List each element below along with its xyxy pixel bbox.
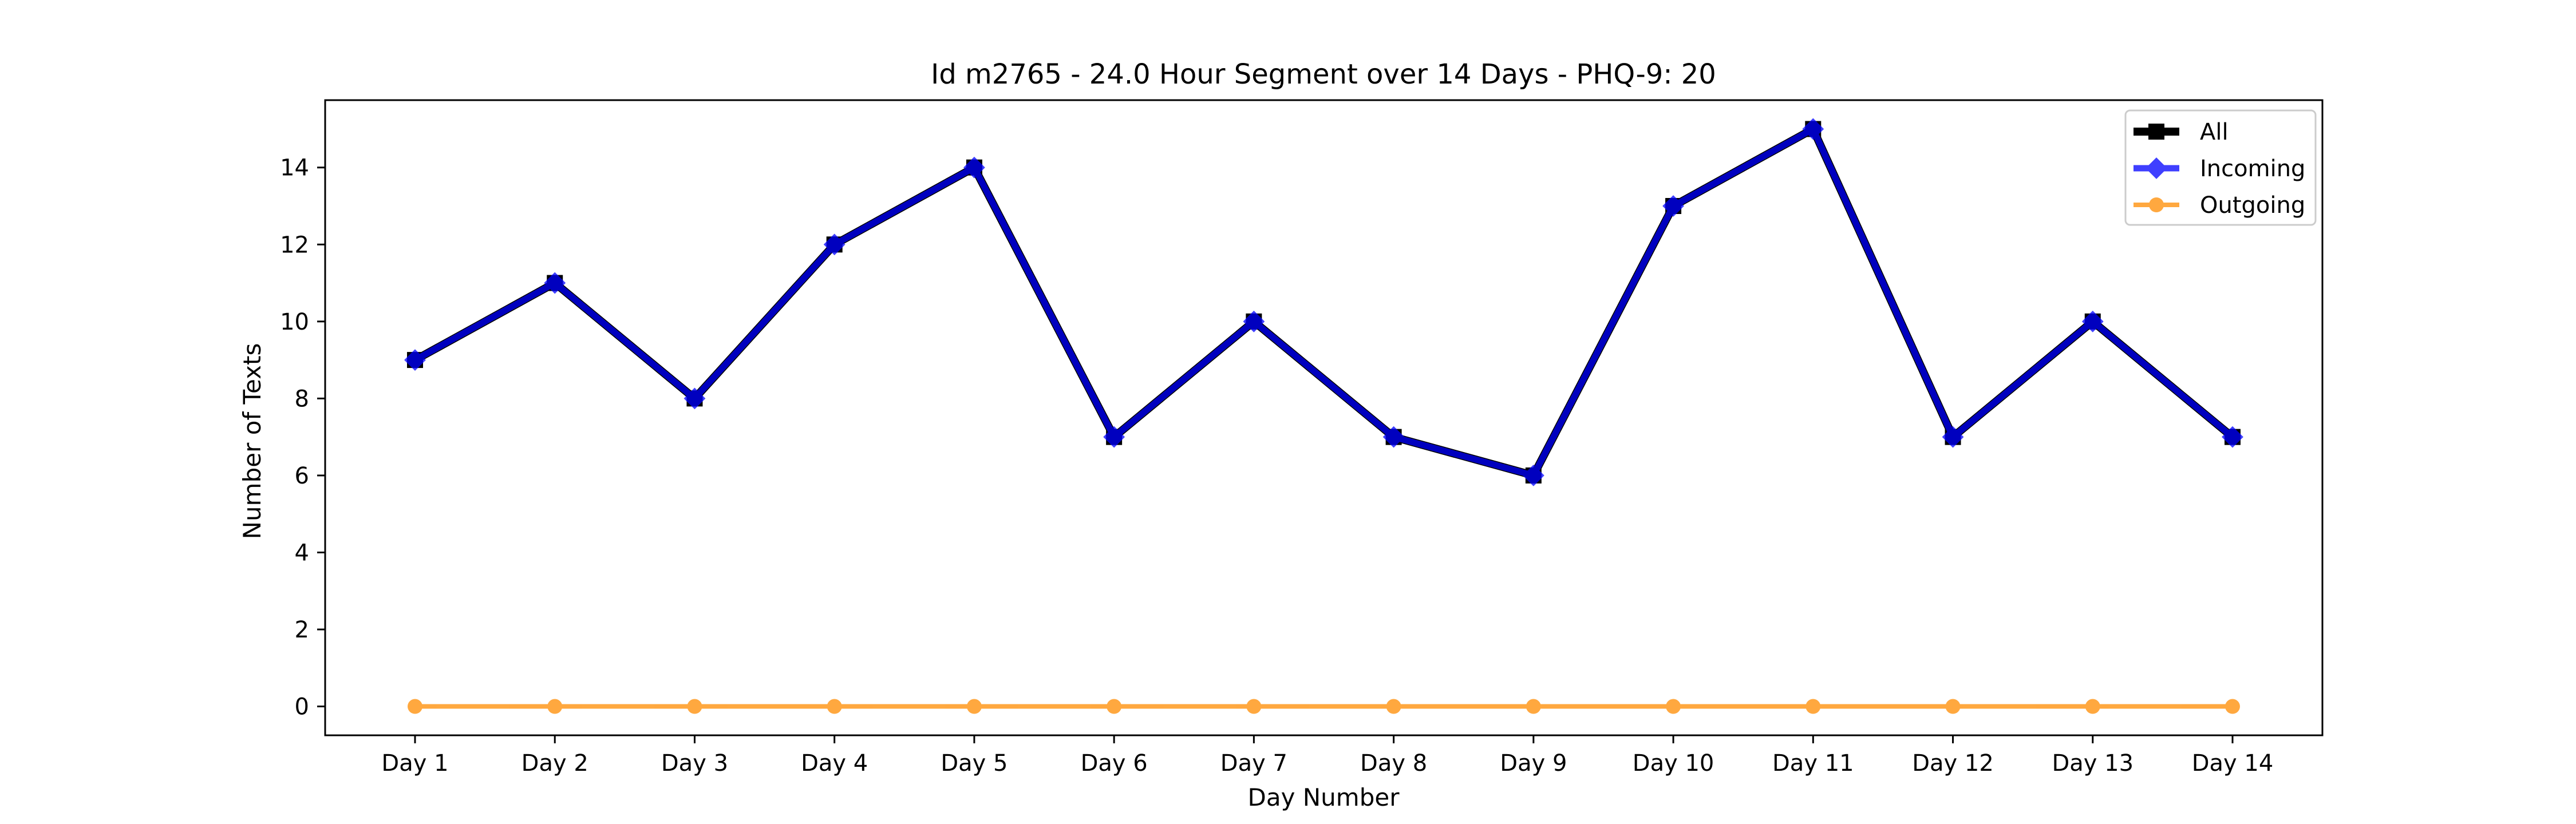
chart-title: Id m2765 - 24.0 Hour Segment over 14 Day… xyxy=(931,58,1716,90)
y-axis-label: Number of Texts xyxy=(238,343,266,540)
data-point-outgoing xyxy=(1246,699,1262,714)
x-axis-label: Day Number xyxy=(1247,783,1400,811)
legend-swatch-marker xyxy=(2149,197,2164,212)
x-tick-label: Day 12 xyxy=(1912,750,1994,777)
legend-label-incoming: Incoming xyxy=(2200,156,2305,182)
data-point-incoming xyxy=(1382,426,1405,448)
series-incoming xyxy=(404,118,2243,486)
y-tick-label: 10 xyxy=(280,309,309,335)
legend-label-all: All xyxy=(2200,119,2229,145)
data-point-incoming xyxy=(823,233,846,256)
legend-entry-all xyxy=(2134,124,2179,140)
data-point-outgoing xyxy=(547,699,563,714)
legend-entry-outgoing xyxy=(2134,197,2179,212)
legend-swatch-marker xyxy=(2146,157,2167,179)
data-point-outgoing xyxy=(1386,699,1401,714)
data-point-outgoing xyxy=(408,699,423,714)
data-point-outgoing xyxy=(2225,699,2240,714)
legend-entry-incoming xyxy=(2134,157,2179,179)
y-tick-label: 4 xyxy=(295,540,309,566)
series-line-all xyxy=(411,125,2237,480)
x-tick-label: Day 1 xyxy=(381,750,448,777)
x-tick-label: Day 2 xyxy=(521,750,588,777)
x-tick-label: Day 7 xyxy=(1220,750,1287,777)
data-point-outgoing xyxy=(1107,699,1122,714)
data-point-outgoing xyxy=(1945,699,1961,714)
y-tick-label: 6 xyxy=(295,463,309,489)
x-tick-label: Day 10 xyxy=(1633,750,1714,777)
data-point-incoming xyxy=(2222,426,2243,448)
data-point-incoming xyxy=(963,156,985,179)
data-point-incoming xyxy=(2081,310,2104,332)
data-point-outgoing xyxy=(827,699,842,714)
series-outgoing xyxy=(408,699,2240,714)
data-point-outgoing xyxy=(2085,699,2100,714)
axes: Day 1 Day 2 Day 3 Day 4 Day 5 Day 6 Day 7 Day 8… xyxy=(280,99,2324,777)
data-point-incoming xyxy=(404,349,426,371)
data-point-outgoing xyxy=(966,699,982,714)
legend: All Incoming Outgoing xyxy=(2124,109,2317,226)
data-point-outgoing xyxy=(1805,699,1821,714)
x-tick-label: Day 13 xyxy=(2052,750,2134,777)
data-point-incoming xyxy=(1802,118,1824,140)
data-point-incoming xyxy=(683,387,706,410)
data-point-incoming xyxy=(1662,195,1684,217)
y-tick-label: 0 xyxy=(295,694,309,720)
data-point-incoming xyxy=(1522,465,1544,486)
x-tick-label: Day 9 xyxy=(1500,750,1567,777)
x-tick-label: Day 8 xyxy=(1360,750,1427,777)
x-tick-label: Day 11 xyxy=(1772,750,1854,777)
data-point-outgoing xyxy=(1526,699,1541,714)
data-point-incoming xyxy=(1103,426,1125,448)
legend-box xyxy=(2124,109,2317,226)
x-tick-label: Day 5 xyxy=(941,750,1008,777)
legend-swatch-marker xyxy=(2148,124,2164,140)
legend-label-outgoing: Outgoing xyxy=(2200,192,2305,219)
data-point-outgoing xyxy=(1666,699,1681,714)
y-tick-label: 2 xyxy=(295,617,309,643)
data-point-incoming xyxy=(1942,426,1964,448)
plot-area xyxy=(404,118,2243,714)
x-tick-label: Day 4 xyxy=(801,750,868,777)
y-tick-label: 14 xyxy=(280,155,309,181)
y-tick-label: 12 xyxy=(280,232,309,258)
y-tick-label: 8 xyxy=(295,386,309,412)
x-tick-label: Day 14 xyxy=(2192,750,2274,777)
data-point-incoming xyxy=(544,272,566,294)
series-line-incoming xyxy=(412,125,2236,479)
data-point-outgoing xyxy=(687,699,702,714)
data-point-incoming xyxy=(1243,310,1265,332)
x-tick-label: Day 6 xyxy=(1081,750,1148,777)
plot-frame xyxy=(324,99,2324,736)
x-tick-label: Day 3 xyxy=(661,750,728,777)
